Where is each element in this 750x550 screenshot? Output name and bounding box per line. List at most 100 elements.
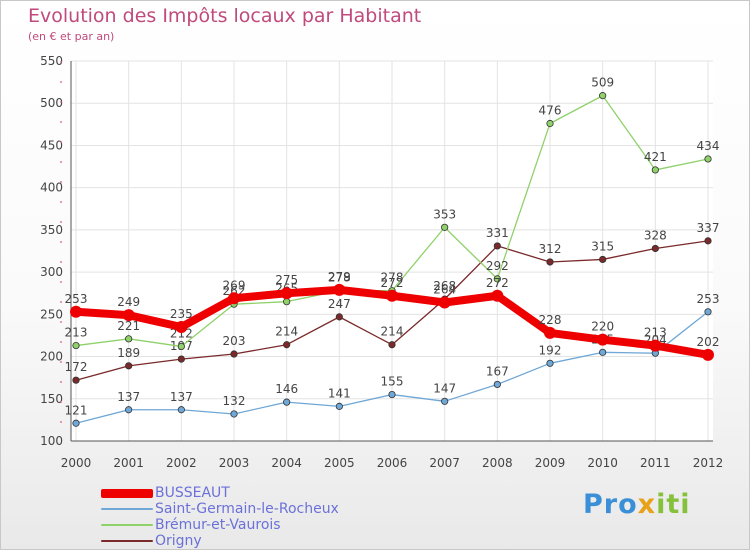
data-label-busseaut: 264 (433, 283, 456, 297)
data-point-busseaut (596, 333, 609, 346)
legend-item-bremur: Brémur-et-Vaurois (101, 517, 339, 533)
data-point-busseaut (228, 292, 240, 305)
data-point-saint-germain-le-rocheux (546, 359, 554, 367)
data-point-br-mur-et-vaurois (651, 166, 659, 174)
x-tick-label: 2010 (587, 456, 618, 470)
chart-title: Evolution des Impôts locaux par Habitant (28, 5, 422, 27)
chart-subtitle: (en € et par an) (28, 30, 115, 43)
legend-item-busseaut: BUSSEAUT (101, 485, 339, 501)
data-point-br-mur-et-vaurois (546, 119, 554, 128)
data-point-origny (335, 313, 343, 321)
legend-item-origny: Origny (101, 533, 339, 549)
legend-label-saint-germain: Saint-Germain-le-Rocheux (155, 501, 339, 517)
y-tick-label: 400 (40, 181, 63, 195)
x-tick-label: 2012 (693, 456, 724, 470)
data-point-saint-germain-le-rocheux (177, 406, 185, 414)
data-point-saint-germain-le-rocheux (704, 308, 712, 316)
data-label-saint-germain-le-rocheux: 167 (486, 364, 509, 378)
data-point-origny (283, 341, 291, 349)
data-point-busseaut (544, 326, 556, 339)
data-point-saint-germain-le-rocheux (493, 380, 501, 389)
x-tick-label: 2007 (429, 456, 460, 470)
data-point-saint-germain-le-rocheux (283, 398, 291, 406)
data-label-busseaut: 220 (591, 320, 614, 334)
data-label-origny: 337 (697, 221, 720, 235)
logo-part-1: Pro (583, 489, 638, 520)
data-point-origny (546, 258, 554, 266)
legend-label-bremur: Brémur-et-Vaurois (155, 517, 281, 533)
data-point-busseaut (491, 289, 504, 302)
data-point-br-mur-et-vaurois (599, 92, 607, 100)
data-label-saint-germain-le-rocheux: 253 (697, 292, 720, 306)
data-label-origny: 328 (644, 228, 667, 242)
data-label-busseaut: 249 (117, 295, 140, 309)
x-tick-label: 2000 (61, 456, 92, 470)
legend-item-saint-germain: Saint-Germain-le-Rocheux (101, 501, 339, 517)
data-label-br-mur-et-vaurois: 292 (486, 259, 509, 273)
data-point-br-mur-et-vaurois (177, 342, 185, 351)
data-label-saint-germain-le-rocheux: 121 (65, 403, 88, 417)
y-tick-label: 100 (40, 434, 63, 448)
data-point-origny (72, 376, 80, 384)
data-label-saint-germain-le-rocheux: 146 (275, 382, 298, 396)
legend-label-busseaut: BUSSEAUT (155, 485, 230, 501)
x-tick-label: 2011 (640, 456, 671, 470)
data-point-busseaut (649, 339, 662, 352)
data-point-origny (125, 362, 133, 370)
data-label-busseaut: 275 (275, 273, 298, 287)
data-label-saint-germain-le-rocheux: 132 (223, 394, 246, 408)
data-point-busseaut (122, 309, 135, 322)
x-tick-label: 2009 (535, 456, 566, 470)
data-point-busseaut (280, 287, 293, 300)
legend-swatch-busseaut (101, 488, 153, 498)
y-tick-label: 250 (40, 307, 63, 321)
data-label-saint-germain-le-rocheux: 137 (170, 390, 193, 404)
data-point-busseaut (386, 289, 398, 302)
data-label-busseaut: 269 (223, 278, 246, 292)
data-point-br-mur-et-vaurois (441, 223, 449, 231)
data-point-origny (651, 244, 659, 253)
data-point-busseaut (175, 321, 188, 333)
data-label-origny: 247 (328, 297, 351, 311)
data-label-origny: 203 (223, 334, 246, 348)
data-label-busseaut: 272 (381, 276, 404, 290)
data-point-busseaut (702, 348, 714, 361)
data-label-br-mur-et-vaurois: 476 (539, 103, 562, 117)
legend-swatch-bremur (101, 524, 153, 526)
chart-legend: BUSSEAUT Saint-Germain-le-Rocheux Brémur… (101, 485, 339, 549)
data-label-origny: 268 (433, 279, 456, 293)
data-point-busseaut (333, 283, 346, 296)
data-point-saint-germain-le-rocheux (125, 406, 133, 414)
data-label-origny: 189 (117, 346, 140, 360)
data-label-br-mur-et-vaurois: 434 (697, 139, 720, 153)
data-label-br-mur-et-vaurois: 353 (433, 207, 456, 221)
x-tick-label: 2004 (271, 456, 302, 470)
legend-swatch-origny (101, 540, 153, 542)
data-label-saint-germain-le-rocheux: 137 (117, 390, 140, 404)
data-point-origny (230, 350, 238, 358)
data-point-br-mur-et-vaurois (72, 341, 80, 350)
data-point-saint-germain-le-rocheux (335, 402, 343, 410)
data-label-busseaut: 202 (697, 335, 720, 349)
y-tick-label: 300 (40, 265, 63, 279)
data-point-br-mur-et-vaurois (283, 298, 291, 306)
data-label-origny: 214 (381, 325, 404, 339)
data-point-saint-germain-le-rocheux (388, 390, 396, 399)
data-label-busseaut: 272 (486, 276, 509, 290)
data-label-br-mur-et-vaurois: 213 (65, 326, 88, 340)
data-label-origny: 315 (591, 239, 614, 253)
x-tick-label: 2008 (482, 456, 513, 470)
proxiti-logo: Proxiti (583, 489, 691, 520)
data-point-saint-germain-le-rocheux (441, 397, 449, 405)
data-label-busseaut: 228 (539, 313, 562, 327)
logo-part-3: iti (656, 489, 691, 520)
y-tick-label: 350 (40, 223, 63, 237)
x-tick-label: 2001 (113, 456, 144, 470)
x-tick-label: 2002 (166, 456, 197, 470)
data-point-origny (388, 341, 396, 349)
data-point-busseaut (70, 305, 82, 318)
data-label-br-mur-et-vaurois: 221 (117, 319, 140, 333)
data-label-saint-germain-le-rocheux: 147 (433, 381, 456, 395)
